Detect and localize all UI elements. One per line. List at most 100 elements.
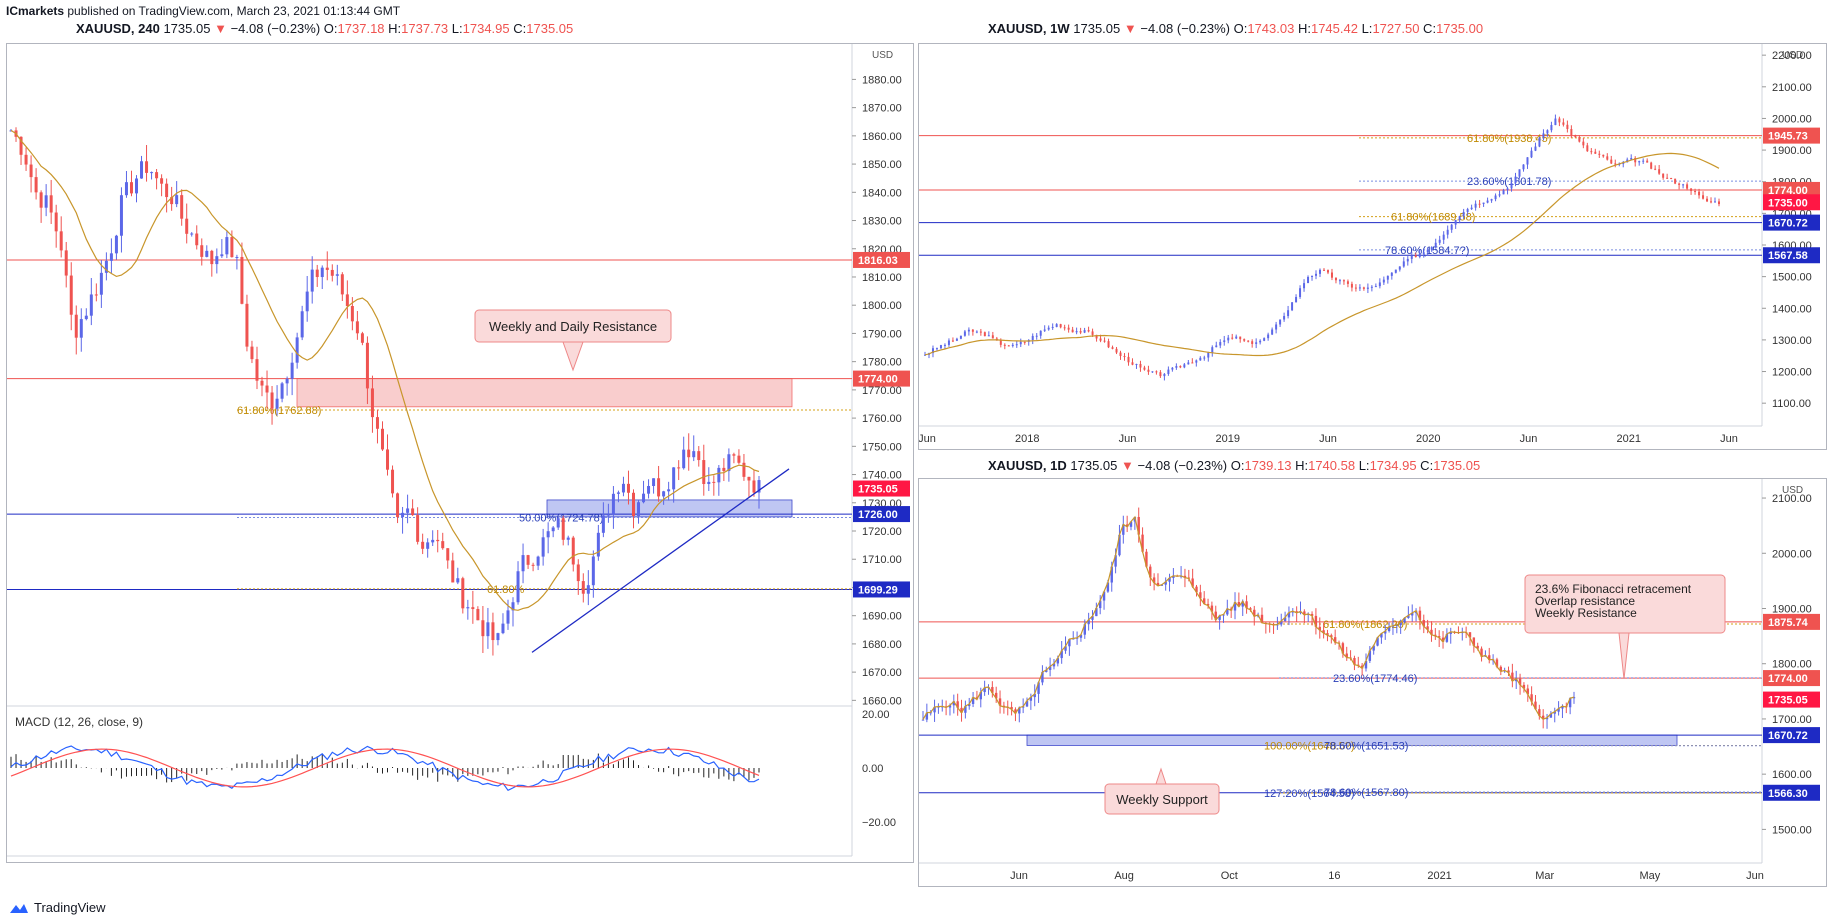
h4-chart-panel[interactable]: USD1660.001670.001680.001690.001700.0017… xyxy=(6,43,914,875)
candle-body xyxy=(662,491,666,497)
y-tick-label: 1740.00 xyxy=(862,470,902,482)
candle-body xyxy=(1029,697,1033,701)
y-tick-label: 1660.00 xyxy=(862,695,902,707)
weekly-chart-panel[interactable]: USD 1100.00 1200.00 1300.00 1400.00 1500.00 16… xyxy=(918,43,1827,450)
candle-body xyxy=(1267,334,1270,339)
candle-body xyxy=(1678,183,1681,185)
candle-body xyxy=(44,195,48,208)
candle-body xyxy=(1438,239,1441,243)
candle-body xyxy=(24,154,28,165)
candle-body xyxy=(250,346,254,360)
candle-body xyxy=(556,518,560,528)
candle-body xyxy=(1394,269,1397,273)
level-tag-1774.00 xyxy=(853,370,910,387)
candle-body xyxy=(1338,280,1341,282)
last-price-label: 1735.00 xyxy=(1768,197,1808,209)
candle-body xyxy=(1346,281,1349,284)
candle-body xyxy=(757,480,761,493)
daily-chart-svg[interactable]: USD 1500.00 1600.00 1700.00 1800.00 1900.00 20… xyxy=(919,479,1826,886)
candle-body xyxy=(466,607,470,609)
candle-body xyxy=(1495,659,1499,667)
candle-body xyxy=(1472,637,1476,646)
candle-body xyxy=(1437,636,1441,638)
fib-label: 50.00%(1724.78) xyxy=(519,513,603,525)
y-tick-label: 1680.00 xyxy=(862,639,902,651)
candle-body xyxy=(1025,700,1029,707)
fib-label: 127.20%(1564.58) xyxy=(1264,788,1355,800)
candle-body xyxy=(1241,601,1244,607)
candle-body xyxy=(1215,345,1218,348)
candle-body xyxy=(1574,135,1577,138)
candle-body xyxy=(964,706,967,713)
candle-body xyxy=(1430,247,1433,250)
weekly-chart-svg[interactable]: USD 1100.00 1200.00 1300.00 1400.00 1500.00 16… xyxy=(918,44,1826,449)
candle-body xyxy=(94,294,98,296)
candle-body xyxy=(1654,168,1657,170)
candle-body xyxy=(1490,199,1493,201)
candle-body xyxy=(717,467,721,483)
y-tick-label: 1200.00 xyxy=(1772,367,1812,379)
candle-body xyxy=(1566,124,1569,129)
candle-body xyxy=(1226,608,1229,615)
candle-body xyxy=(1384,631,1387,634)
candle-body xyxy=(1562,122,1565,125)
candle-body xyxy=(631,492,635,516)
candle-body xyxy=(1263,338,1266,341)
candle-body xyxy=(129,182,133,194)
candle-body xyxy=(983,687,986,693)
candle-body xyxy=(416,515,420,542)
candle-body xyxy=(255,359,259,381)
candle-body xyxy=(692,451,696,458)
candle-body xyxy=(1175,366,1178,368)
candle-body xyxy=(1127,356,1130,363)
level-tag-1670.72 xyxy=(1763,214,1820,231)
candle-body xyxy=(1083,624,1086,635)
candle-body xyxy=(1164,581,1167,585)
candle-body xyxy=(1538,709,1541,716)
last-price-tag xyxy=(853,480,910,497)
y-tick-label: 2200.00 xyxy=(1772,50,1812,62)
candle-body xyxy=(1114,555,1117,567)
h4-chart-svg[interactable]: USD1660.001670.001680.001690.001700.0017… xyxy=(7,44,913,875)
macd-y-tick: 20.00 xyxy=(862,709,890,721)
candle-body xyxy=(1059,324,1062,328)
candle-body xyxy=(74,314,78,338)
tradingview-logo[interactable]: TradingView xyxy=(8,900,106,915)
candle-body xyxy=(1441,637,1445,642)
candle-body xyxy=(345,294,349,307)
candle-body xyxy=(1390,272,1393,276)
candle-body xyxy=(59,231,63,251)
x-tick-label: Jun xyxy=(1319,433,1337,445)
candle-body xyxy=(386,449,390,470)
x-tick-label: 2018 xyxy=(1015,433,1039,445)
x-tick-label: Mar xyxy=(1535,870,1554,882)
candle-body xyxy=(1398,266,1401,270)
h4-open: 1737.18 xyxy=(337,21,385,36)
y-tick-label: 1400.00 xyxy=(1772,303,1812,315)
daily-resistance-callout-text: Overlap resistance xyxy=(1535,594,1635,608)
candle-body xyxy=(1233,602,1237,611)
weekly-down-arrow-icon: ▼ xyxy=(1123,21,1137,36)
candle-body xyxy=(1578,137,1581,142)
candle-body xyxy=(1662,173,1665,178)
candle-body xyxy=(1087,619,1090,625)
daily-chart-panel[interactable]: USD 1500.00 1600.00 1700.00 1800.00 1900.00 20… xyxy=(918,478,1827,887)
candle-body xyxy=(1488,655,1491,660)
candle-body xyxy=(79,319,83,338)
candle-body xyxy=(1218,615,1221,620)
candle-body xyxy=(1203,357,1206,359)
fib-label: 23.60%(1801.78) xyxy=(1467,176,1551,188)
fib-label: 61.80%(1689.58) xyxy=(1391,212,1475,224)
weekly-symbol: XAUUSD, 1W xyxy=(988,21,1070,36)
candle-body xyxy=(1554,118,1557,126)
publisher-line: ICmarkets published on TradingView.com, … xyxy=(6,4,400,18)
candle-body xyxy=(987,335,990,337)
candle-body xyxy=(647,485,651,494)
level-label-1875.74: 1875.74 xyxy=(1768,617,1809,629)
candle-body xyxy=(280,383,284,399)
level-tag-1945.73 xyxy=(1763,127,1820,144)
candle-body xyxy=(1706,198,1709,202)
candle-body xyxy=(1199,592,1202,599)
candle-body xyxy=(1506,188,1509,191)
candle-body xyxy=(1179,366,1182,368)
